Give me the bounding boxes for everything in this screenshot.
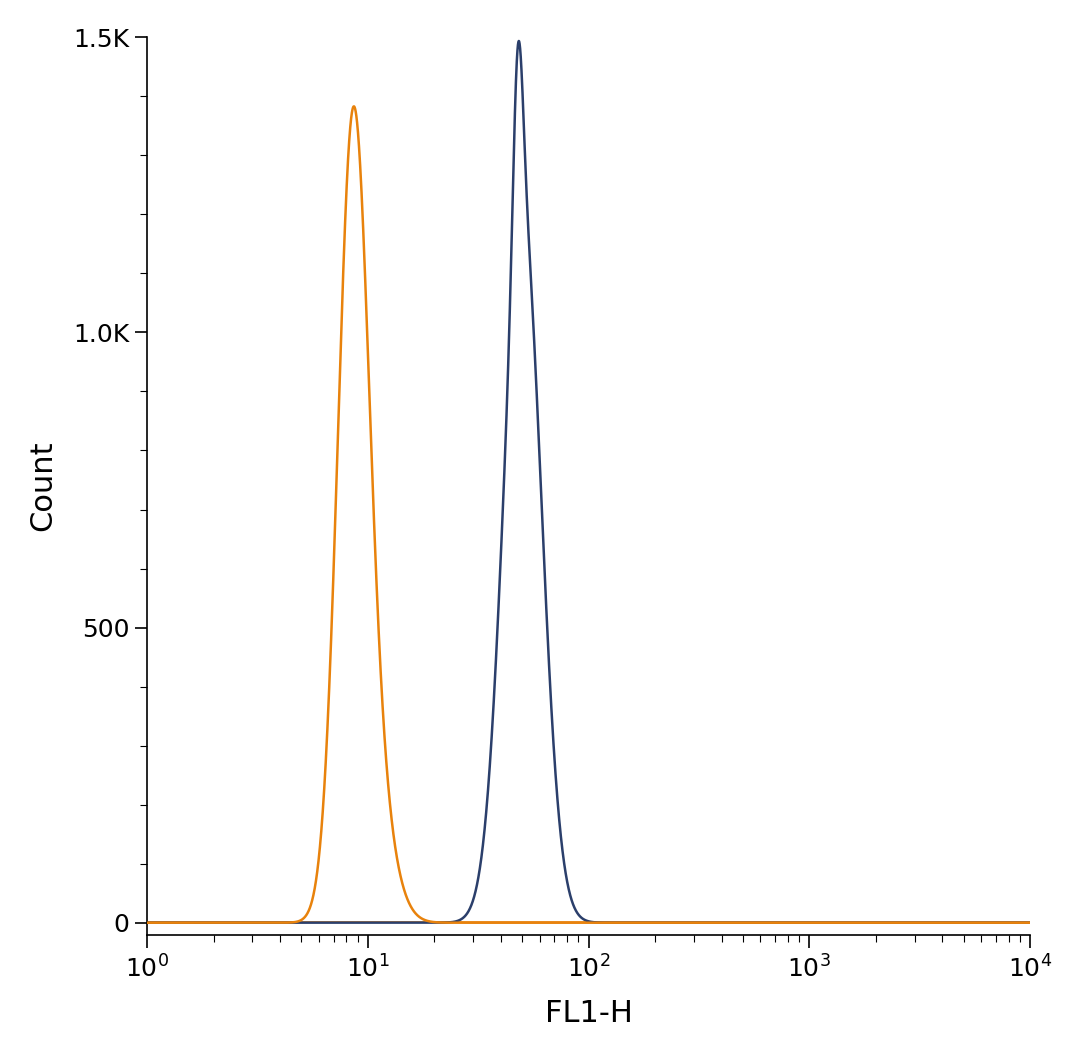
X-axis label: FL1-H: FL1-H xyxy=(544,999,633,1029)
Y-axis label: Count: Count xyxy=(28,440,57,531)
